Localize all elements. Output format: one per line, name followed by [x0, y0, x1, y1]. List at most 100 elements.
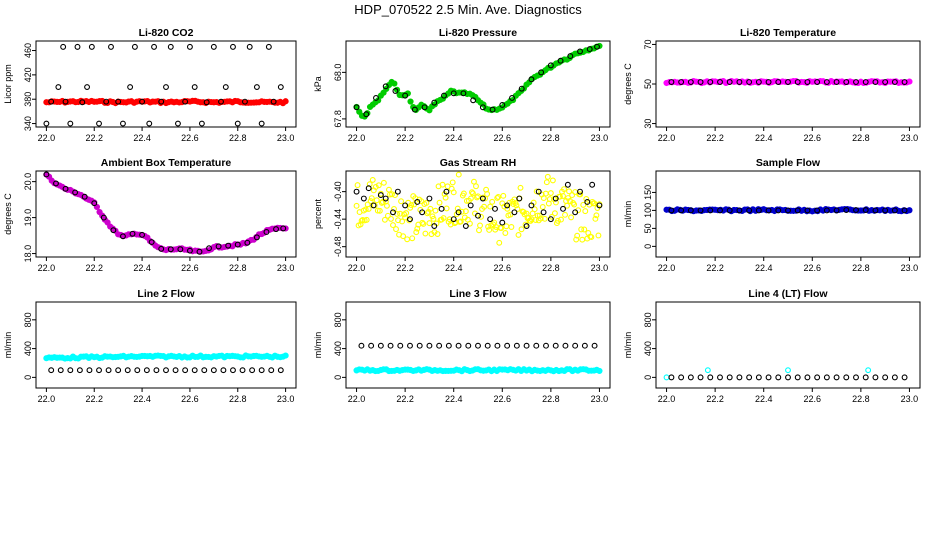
data-point [353, 104, 360, 111]
data-point [191, 84, 198, 90]
data-point [363, 111, 370, 118]
data-point [460, 190, 467, 197]
data-point [167, 246, 174, 253]
data-point [717, 79, 723, 85]
x-tick-label: 22.6 [804, 394, 822, 404]
data-point [823, 79, 830, 85]
chart-panel-2: Li-820 Pressure kPa 22.0 22.2 22.4 22.6 22.8 23… [313, 27, 611, 143]
data-point [387, 342, 394, 349]
y-tick-label: 20.0 [23, 173, 33, 191]
plot-frame [655, 301, 921, 389]
data-point [528, 76, 535, 83]
data-point [539, 204, 546, 210]
y-axis-label: kPa [313, 76, 323, 92]
data-point [572, 209, 579, 216]
data-point [277, 84, 284, 90]
data-point [516, 195, 523, 202]
data-point [370, 202, 377, 209]
y-tick-label: 30 [643, 119, 653, 129]
data-point [663, 374, 670, 381]
data-point [707, 374, 714, 381]
data-point [509, 95, 515, 101]
data-point [436, 342, 443, 349]
data-point [465, 342, 472, 349]
data-point [57, 367, 64, 374]
data-point [581, 226, 588, 233]
series-averages [43, 171, 287, 255]
data-point [486, 227, 493, 233]
data-point [201, 367, 208, 374]
data-point [445, 342, 452, 349]
x-tick-label: 23.0 [591, 133, 609, 143]
x-tick-label: 22.8 [229, 263, 247, 273]
data-point [882, 79, 889, 85]
x-tick-label: 22.8 [852, 394, 870, 404]
data-point [477, 222, 483, 229]
y-tick-label: 100 [643, 203, 653, 218]
data-point [592, 215, 599, 222]
series-samples [43, 97, 289, 107]
data-point [579, 236, 586, 243]
chart-title: Sample Flow [756, 157, 821, 169]
data-point [362, 206, 369, 213]
data-point [494, 194, 501, 201]
data-point [374, 207, 381, 214]
x-tick-label: 22.2 [706, 394, 724, 404]
data-point [43, 120, 50, 127]
x-tick-label: 22.4 [133, 263, 151, 273]
data-point [862, 79, 869, 85]
data-point [134, 367, 141, 374]
data-point [230, 367, 236, 374]
x-tick-label: 23.0 [277, 394, 295, 404]
data-point [249, 367, 256, 374]
data-point [96, 367, 102, 374]
data-point [804, 207, 811, 214]
x-tick-label: 22.2 [706, 133, 724, 143]
x-tick-label: 22.4 [133, 133, 151, 143]
data-point [53, 180, 59, 187]
y-tick-label: 800 [643, 312, 653, 327]
data-point [562, 342, 569, 349]
data-point [167, 43, 174, 50]
data-point [552, 342, 559, 349]
data-point [416, 342, 423, 349]
x-tick-label: 22.2 [85, 394, 103, 404]
data-point [408, 202, 415, 209]
data-point [158, 245, 165, 252]
data-point [492, 205, 498, 212]
data-point [379, 198, 386, 205]
chart-title: Line 4 (LT) Flow [748, 288, 828, 300]
data-point [186, 247, 193, 254]
chart-panel-3: Li-820 Temperature degrees C 22.0 22.2 22.4 2… [623, 27, 921, 143]
data-point [367, 198, 374, 205]
data-point [373, 95, 379, 101]
y-tick-label: 400 [333, 341, 343, 356]
data-point [462, 223, 469, 229]
data-point [372, 184, 379, 190]
plot-frame [35, 301, 297, 389]
data-point [538, 69, 545, 76]
data-point [567, 53, 574, 60]
data-point [536, 212, 543, 219]
data-point [560, 193, 566, 199]
data-point [531, 206, 538, 213]
data-point [891, 207, 898, 214]
data-point [394, 188, 401, 195]
data-point [398, 198, 405, 205]
data-point [537, 215, 544, 222]
data-point [454, 205, 461, 212]
data-point [489, 198, 496, 205]
data-point [402, 92, 409, 99]
data-point [717, 207, 723, 214]
page-title: HDP_070522 2.5 Min. Ave. Diagnostics [354, 2, 582, 17]
data-point [450, 216, 457, 223]
series-samples [353, 366, 603, 375]
data-point [86, 367, 93, 374]
x-tick-label: 22.4 [133, 394, 151, 404]
data-point [468, 189, 475, 196]
chart-title: Ambient Box Temperature [101, 157, 232, 169]
x-tick-label: 22.6 [804, 133, 822, 143]
data-point [843, 374, 850, 381]
data-point [785, 79, 791, 85]
data-point [411, 106, 418, 113]
